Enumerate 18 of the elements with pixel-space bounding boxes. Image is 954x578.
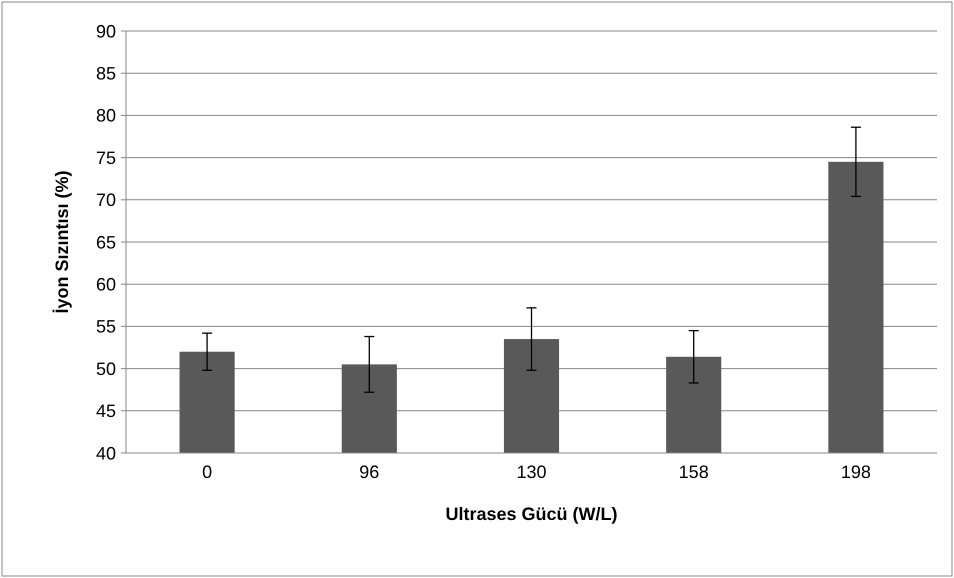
x-tick-label: 198 — [840, 462, 871, 482]
y-tick-label: 55 — [96, 316, 116, 337]
y-tick-label: 65 — [96, 232, 116, 252]
y-tick-label: 85 — [96, 64, 116, 84]
y-tick-label: 50 — [96, 358, 116, 379]
y-axis-title: İyon Sızıntısı (%) — [52, 170, 72, 314]
x-tick-label: 0 — [202, 462, 212, 482]
y-tick-label: 75 — [96, 148, 116, 168]
x-tick-label: 130 — [516, 462, 547, 482]
y-tick-label: 70 — [96, 190, 116, 210]
x-tick-label: 96 — [359, 462, 380, 482]
y-tick-label: 40 — [96, 443, 116, 464]
y-tick-label: 90 — [96, 21, 116, 42]
x-axis-title: Ultrases Gücü (W/L) — [445, 504, 618, 524]
y-tick-label: 45 — [96, 401, 116, 422]
x-tick-label: 158 — [678, 462, 709, 482]
y-tick-label: 60 — [96, 274, 116, 294]
y-tick-label: 80 — [96, 106, 116, 126]
